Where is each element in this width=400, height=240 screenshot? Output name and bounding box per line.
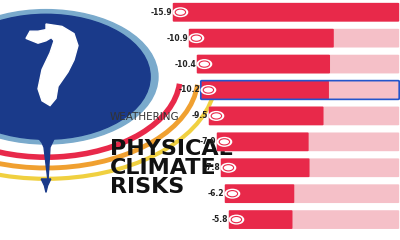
FancyBboxPatch shape (209, 107, 324, 125)
Circle shape (0, 10, 158, 144)
Circle shape (189, 34, 204, 42)
Text: Energy: Energy (213, 60, 244, 69)
Text: -6.2: -6.2 (208, 189, 224, 198)
Circle shape (217, 138, 232, 146)
Text: -7.8: -7.8 (203, 163, 220, 172)
Polygon shape (26, 29, 54, 43)
FancyBboxPatch shape (173, 3, 399, 22)
Text: -7.9: -7.9 (199, 137, 216, 146)
FancyBboxPatch shape (201, 81, 329, 99)
Text: Industrials: Industrials (237, 163, 284, 172)
FancyBboxPatch shape (217, 132, 399, 151)
Text: -10.2: -10.2 (178, 85, 200, 95)
Text: -5.8: -5.8 (212, 215, 228, 224)
Circle shape (197, 60, 212, 68)
FancyBboxPatch shape (173, 3, 399, 22)
FancyBboxPatch shape (197, 55, 330, 73)
Text: -15.9: -15.9 (150, 8, 172, 17)
FancyBboxPatch shape (209, 107, 399, 125)
Text: Financials: Financials (205, 34, 249, 43)
Circle shape (225, 189, 240, 198)
Text: Utilities: Utilities (189, 8, 223, 17)
Polygon shape (36, 134, 56, 181)
FancyBboxPatch shape (201, 81, 399, 99)
FancyBboxPatch shape (225, 184, 399, 203)
Text: Real Estate: Real Estate (217, 85, 266, 95)
FancyBboxPatch shape (217, 132, 309, 151)
Text: -9.5: -9.5 (192, 111, 208, 120)
FancyBboxPatch shape (229, 210, 399, 229)
Circle shape (0, 14, 150, 139)
FancyBboxPatch shape (221, 158, 310, 177)
FancyBboxPatch shape (229, 210, 292, 229)
FancyBboxPatch shape (197, 55, 399, 73)
Circle shape (221, 163, 236, 172)
Polygon shape (41, 179, 51, 192)
Text: PHYSICAL
CLIMATE
RISKS: PHYSICAL CLIMATE RISKS (110, 139, 233, 197)
Circle shape (173, 8, 188, 17)
Text: -10.4: -10.4 (174, 60, 196, 69)
FancyBboxPatch shape (189, 29, 334, 48)
Circle shape (209, 112, 224, 120)
FancyBboxPatch shape (225, 184, 294, 203)
Text: -10.9: -10.9 (166, 34, 188, 43)
Text: Consumer: Consumer (233, 137, 276, 146)
Polygon shape (38, 24, 78, 106)
Circle shape (229, 215, 244, 224)
Text: Materials: Materials (225, 111, 266, 120)
Text: WEATHERING: WEATHERING (110, 112, 180, 122)
FancyBboxPatch shape (221, 158, 399, 177)
Circle shape (201, 86, 216, 94)
FancyBboxPatch shape (189, 29, 399, 48)
